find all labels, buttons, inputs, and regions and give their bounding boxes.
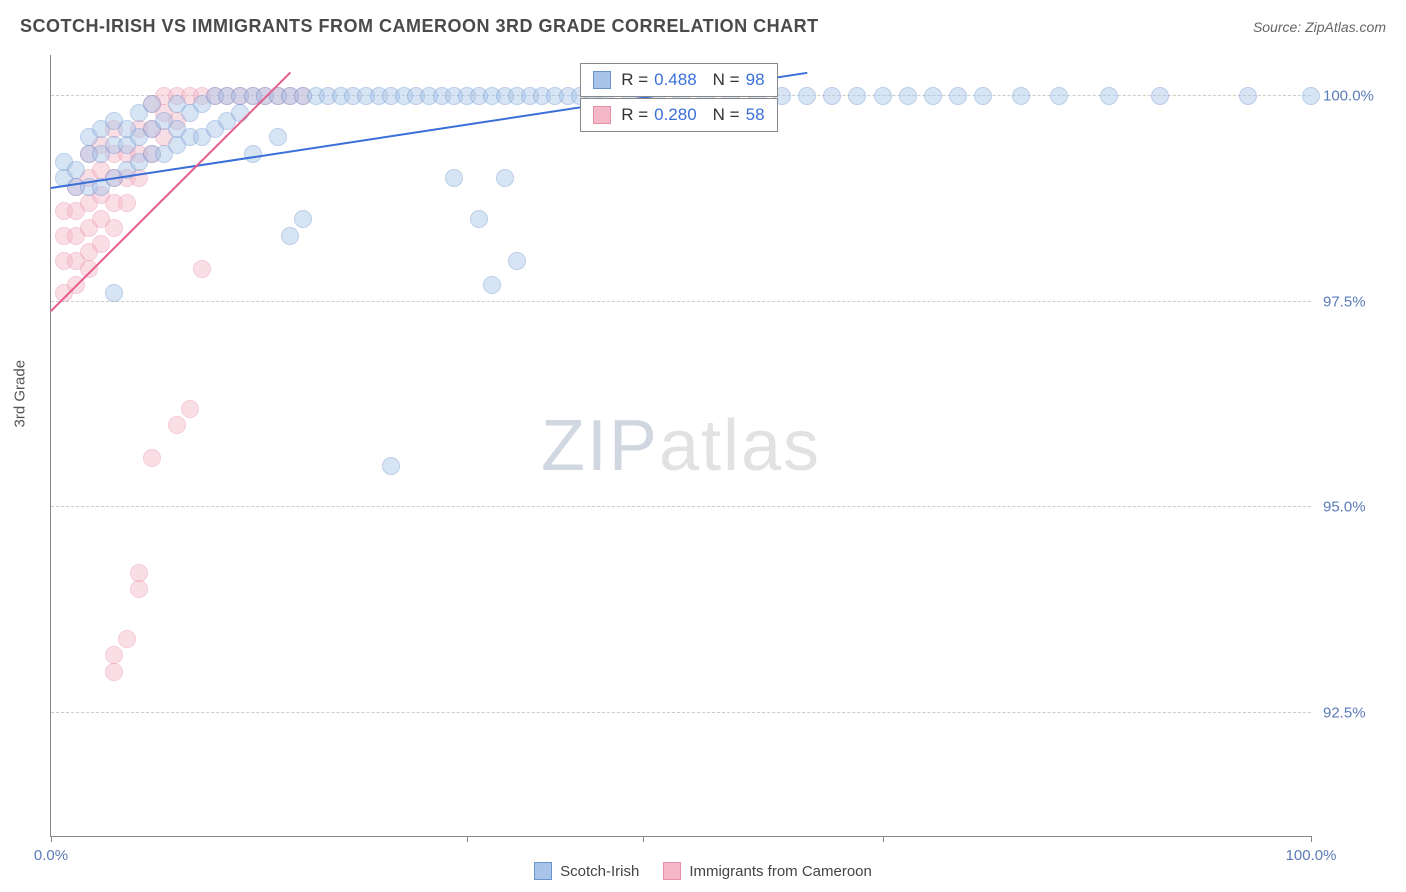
scatter-point: [118, 194, 136, 212]
scatter-point: [67, 161, 85, 179]
scatter-point: [798, 87, 816, 105]
scatter-point: [1151, 87, 1169, 105]
stats-box: R = 0.280 N = 58: [580, 98, 777, 132]
scatter-point: [848, 87, 866, 105]
n-label: N =: [713, 105, 740, 125]
legend-swatch: [534, 862, 552, 880]
gridline: [51, 301, 1311, 302]
r-value: 0.488: [654, 70, 697, 90]
x-tick: [643, 836, 644, 842]
n-value: 98: [746, 70, 765, 90]
scatter-point: [269, 128, 287, 146]
scatter-point: [105, 646, 123, 664]
y-tick-label: 100.0%: [1323, 88, 1393, 105]
scatter-point: [1050, 87, 1068, 105]
scatter-point: [168, 416, 186, 434]
legend-swatch: [663, 862, 681, 880]
scatter-point: [231, 104, 249, 122]
r-value: 0.280: [654, 105, 697, 125]
scatter-point: [244, 145, 262, 163]
scatter-point: [130, 580, 148, 598]
scatter-point: [281, 227, 299, 245]
n-label: N =: [713, 70, 740, 90]
scatter-point: [92, 235, 110, 253]
chart-legend: Scotch-Irish Immigrants from Cameroon: [0, 862, 1406, 880]
scatter-point: [899, 87, 917, 105]
legend-item: Scotch-Irish: [534, 862, 639, 880]
y-tick-label: 95.0%: [1323, 499, 1393, 516]
y-tick-label: 97.5%: [1323, 293, 1393, 310]
source-label: Source: ZipAtlas.com: [1253, 19, 1386, 35]
scatter-point: [924, 87, 942, 105]
stats-box: R = 0.488 N = 98: [580, 63, 777, 97]
scatter-point: [193, 260, 211, 278]
scatter-point: [143, 95, 161, 113]
scatter-point: [483, 276, 501, 294]
y-tick-label: 92.5%: [1323, 704, 1393, 721]
x-tick: [51, 836, 52, 842]
r-label: R =: [621, 70, 648, 90]
scatter-point: [118, 630, 136, 648]
scatter-point: [1012, 87, 1030, 105]
scatter-point: [80, 260, 98, 278]
scatter-point: [974, 87, 992, 105]
scatter-point: [1239, 87, 1257, 105]
scatter-point: [105, 663, 123, 681]
scatter-point: [470, 210, 488, 228]
scatter-point: [181, 400, 199, 418]
scatter-point: [508, 252, 526, 270]
scatter-chart: ZIPatlas 92.5%95.0%97.5%100.0%0.0%100.0%…: [50, 55, 1311, 837]
legend-swatch: [593, 71, 611, 89]
scatter-point: [105, 284, 123, 302]
y-axis-label: 3rd Grade: [12, 360, 29, 428]
legend-swatch: [593, 106, 611, 124]
scatter-point: [143, 449, 161, 467]
scatter-point: [130, 564, 148, 582]
scatter-point: [874, 87, 892, 105]
legend-label: Scotch-Irish: [560, 863, 639, 880]
scatter-point: [949, 87, 967, 105]
scatter-point: [1302, 87, 1320, 105]
watermark-zip: ZIP: [541, 406, 659, 486]
scatter-point: [823, 87, 841, 105]
scatter-point: [382, 457, 400, 475]
scatter-point: [496, 169, 514, 187]
x-tick: [1311, 836, 1312, 842]
scatter-point: [1100, 87, 1118, 105]
n-value: 58: [746, 105, 765, 125]
x-tick: [467, 836, 468, 842]
watermark: ZIPatlas: [541, 405, 821, 487]
legend-label: Immigrants from Cameroon: [689, 863, 872, 880]
r-label: R =: [621, 105, 648, 125]
watermark-atlas: atlas: [659, 406, 821, 486]
scatter-point: [105, 219, 123, 237]
scatter-point: [445, 169, 463, 187]
legend-item: Immigrants from Cameroon: [663, 862, 872, 880]
x-tick: [883, 836, 884, 842]
gridline: [51, 506, 1311, 507]
gridline: [51, 712, 1311, 713]
chart-title: SCOTCH-IRISH VS IMMIGRANTS FROM CAMEROON…: [20, 16, 819, 37]
scatter-point: [294, 210, 312, 228]
